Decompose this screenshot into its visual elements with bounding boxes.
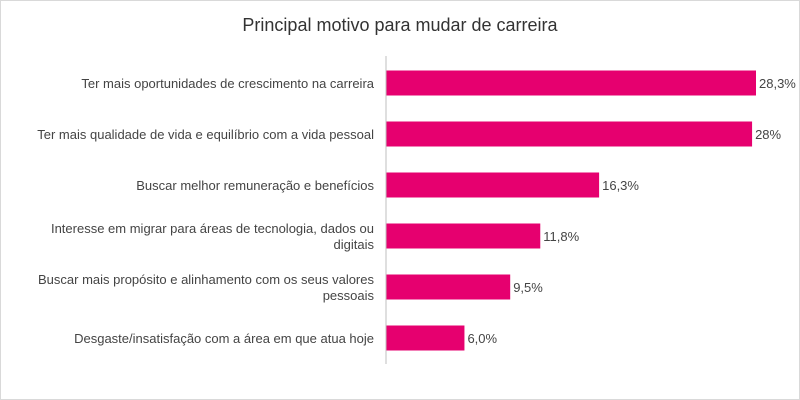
bar-1 xyxy=(386,121,753,147)
category-label-0: Ter mais oportunidades de crescimento na… xyxy=(81,76,374,91)
category-label-line: Desgaste/insatisfação com a área em que … xyxy=(74,331,374,346)
bar-2 xyxy=(386,172,600,198)
value-labels: 28,3% 28% 16,3% 11,8% 9,5% 6,0% xyxy=(467,76,796,346)
category-label-5: Desgaste/insatisfação com a área em que … xyxy=(74,331,374,346)
category-label-1: Ter mais qualidade de vida e equilíbrio … xyxy=(37,127,374,142)
value-label-4: 9,5% xyxy=(513,280,543,295)
bar-5 xyxy=(386,325,465,351)
category-label-line: pessoais xyxy=(323,288,375,303)
category-label-line: Buscar melhor remuneração e benefícios xyxy=(136,178,374,193)
category-label-line: Buscar mais propósito e alinhamento com … xyxy=(38,272,374,287)
category-label-3: Interesse em migrar para áreas de tecnol… xyxy=(51,221,375,252)
value-label-2: 16,3% xyxy=(602,178,639,193)
bars xyxy=(386,70,756,351)
chart-title: Principal motivo para mudar de carreira xyxy=(242,15,558,35)
bar-0 xyxy=(386,70,756,96)
category-label-line: Ter mais qualidade de vida e equilíbrio … xyxy=(37,127,374,142)
value-label-5: 6,0% xyxy=(467,331,497,346)
value-label-0: 28,3% xyxy=(759,76,796,91)
category-labels: Ter mais oportunidades de crescimento na… xyxy=(37,76,375,346)
bar-4 xyxy=(386,274,511,300)
category-label-2: Buscar melhor remuneração e benefícios xyxy=(136,178,374,193)
value-label-3: 11,8% xyxy=(543,229,579,244)
bar-3 xyxy=(386,223,541,249)
category-label-line: digitais xyxy=(334,237,375,252)
value-label-1: 28% xyxy=(755,127,781,142)
category-label-line: Ter mais oportunidades de crescimento na… xyxy=(81,76,374,91)
category-label-line: Interesse em migrar para áreas de tecnol… xyxy=(51,221,374,236)
category-label-4: Buscar mais propósito e alinhamento com … xyxy=(38,272,374,303)
